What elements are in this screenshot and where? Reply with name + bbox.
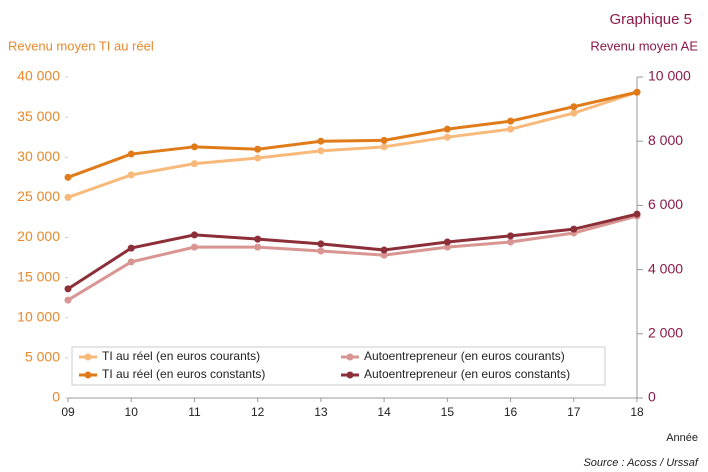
series-point — [190, 231, 198, 239]
series-point — [317, 247, 325, 255]
series-point — [507, 125, 515, 133]
y2-tick-label: 8 000 — [648, 132, 683, 148]
x-tick-label: 12 — [251, 405, 265, 419]
series-point — [190, 143, 198, 151]
series-point — [127, 244, 135, 252]
series-point — [507, 238, 515, 246]
series-point — [380, 246, 388, 254]
series-point — [190, 243, 198, 251]
y-axis-title: Revenu moyen TI au réel — [8, 38, 154, 53]
source: Source : Acoss / Urssaf — [583, 457, 698, 469]
series-point — [254, 145, 262, 153]
series-point — [570, 109, 578, 117]
legend-marker — [84, 371, 92, 379]
series-line — [67, 212, 638, 291]
y2-axis-title: Revenu moyen AE — [590, 38, 698, 53]
y-tick-label: 10 000 — [17, 308, 60, 324]
y2-tick-label: 6 000 — [648, 196, 683, 212]
legend-label: Autoentrepreneur (en euros constants) — [364, 367, 570, 381]
y-tick-label: 30 000 — [17, 148, 60, 164]
y-tick-label: 15 000 — [17, 268, 60, 284]
series-point — [127, 258, 135, 266]
series-point — [570, 225, 578, 233]
series-point — [570, 103, 578, 111]
series-point — [64, 296, 72, 304]
legend-marker — [346, 353, 354, 361]
series-point — [317, 137, 325, 145]
series-point — [380, 143, 388, 151]
legend-label: TI au réel (en euros courants) — [102, 349, 260, 363]
series-point — [633, 210, 641, 218]
series-line — [67, 90, 638, 199]
y2-tick-label: 2 000 — [648, 325, 683, 341]
y-tick-label: 40 000 — [17, 68, 60, 84]
x-axis-title: Année — [666, 432, 698, 444]
legend-label: TI au réel (en euros constants) — [102, 367, 265, 381]
chart-label: Graphique 5 — [609, 11, 692, 28]
series-line — [67, 90, 638, 179]
series-point — [380, 251, 388, 259]
series-point — [127, 150, 135, 158]
y-tick-label: 25 000 — [17, 188, 60, 204]
legend-box — [71, 346, 606, 386]
series-point — [317, 147, 325, 155]
series-point — [190, 160, 198, 168]
series-point — [443, 243, 451, 251]
series-point — [64, 173, 72, 181]
series-point — [254, 243, 262, 251]
y-tick-label: 0 — [52, 389, 60, 405]
y2-tick-label: 4 000 — [648, 260, 683, 276]
series-point — [380, 136, 388, 144]
series-point — [443, 133, 451, 141]
y2-tick-label: 0 — [648, 389, 656, 405]
legend-label: Autoentrepreneur (en euros courants) — [364, 349, 565, 363]
series-point — [443, 238, 451, 246]
series-point — [64, 285, 72, 293]
x-tick-label: 10 — [125, 405, 139, 419]
x-tick-label: 13 — [314, 405, 328, 419]
x-tick-label: 17 — [567, 405, 581, 419]
series-point — [507, 117, 515, 125]
x-tick-label: 15 — [441, 405, 455, 419]
series-point — [317, 240, 325, 248]
x-tick-label: 14 — [377, 405, 391, 419]
series-point — [64, 193, 72, 201]
series-point — [127, 171, 135, 179]
series-line — [67, 214, 638, 302]
series-point — [254, 235, 262, 243]
y2-tick-label: 10 000 — [648, 68, 691, 84]
series-point — [443, 125, 451, 133]
series-point — [633, 88, 641, 96]
series-point — [507, 232, 515, 240]
legend-marker — [84, 353, 92, 361]
series-point — [254, 154, 262, 162]
x-tick-label: 09 — [61, 405, 75, 419]
y-tick-label: 20 000 — [17, 228, 60, 244]
y-tick-label: 5 000 — [25, 349, 60, 365]
x-tick-label: 11 — [188, 405, 201, 419]
y-tick-label: 35 000 — [17, 108, 60, 124]
x-tick-label: 16 — [504, 405, 518, 419]
legend-marker — [346, 371, 354, 379]
x-tick-label: 18 — [630, 405, 644, 419]
